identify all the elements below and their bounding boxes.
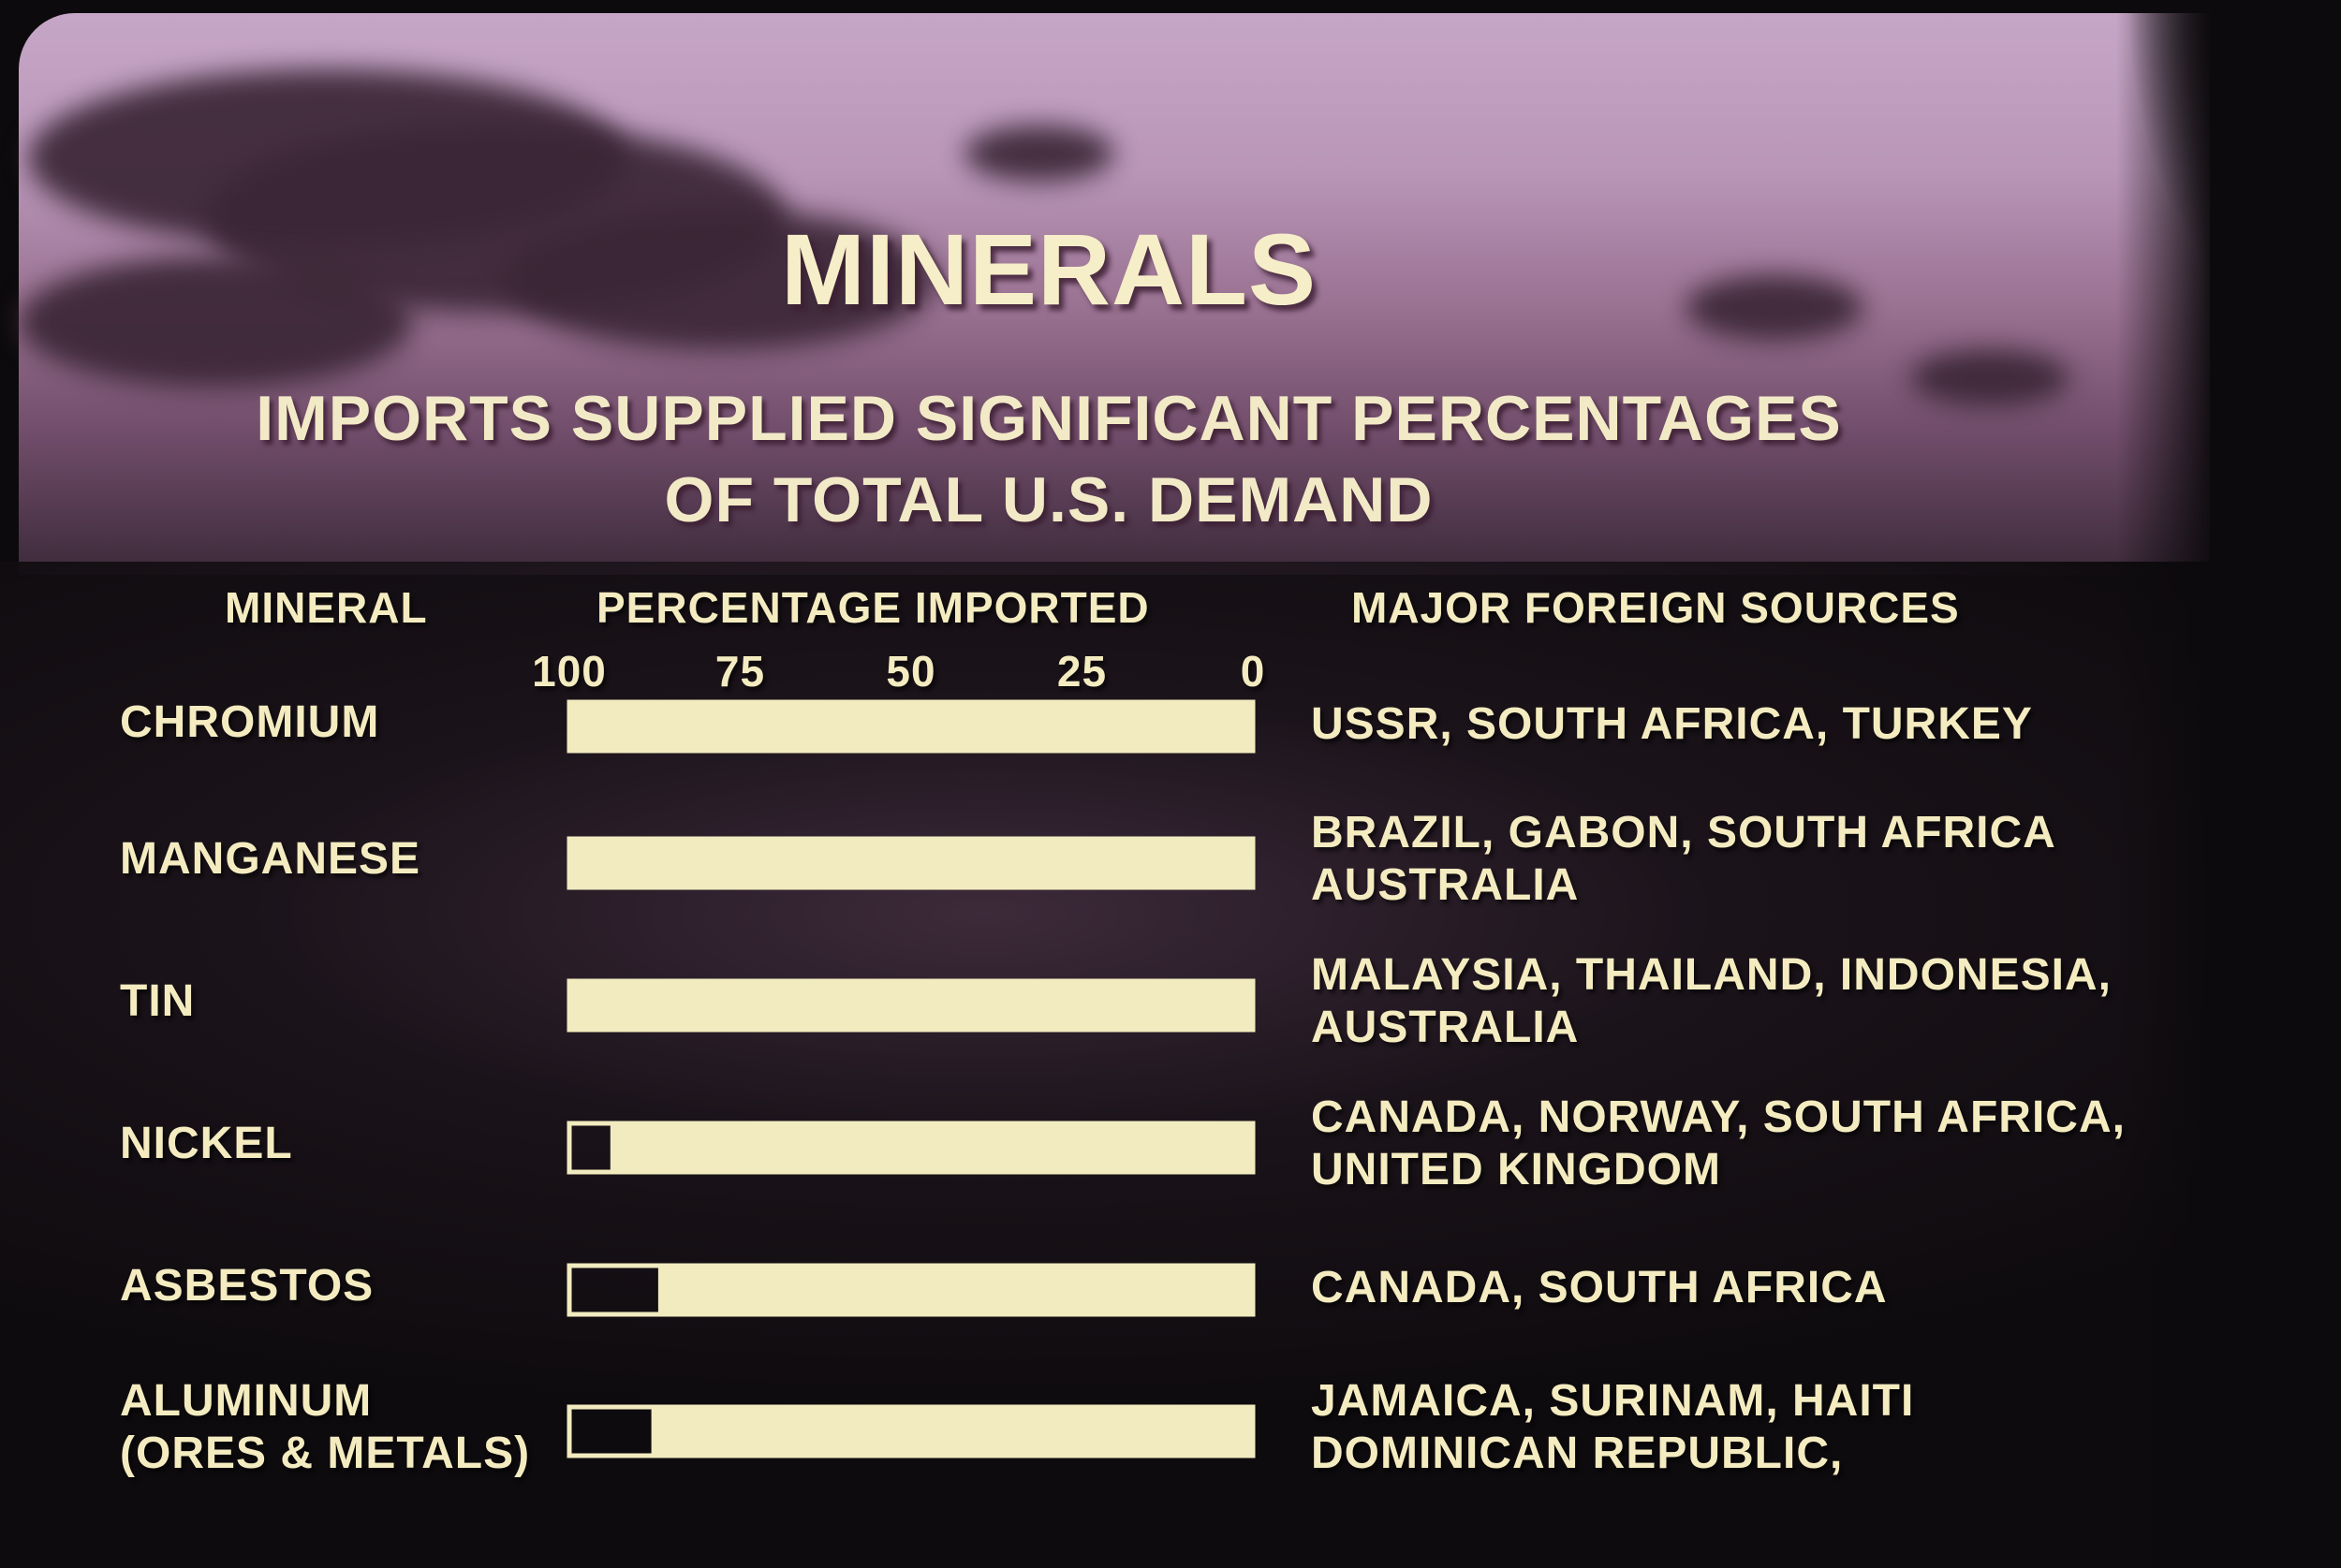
source-label: CANADA, NORWAY, SOUTH AFRICA,	[1311, 1092, 2126, 1142]
source-label: BRAZIL, GABON, SOUTH AFRICA	[1311, 808, 2056, 857]
source-label: UNITED KINGDOM	[1311, 1145, 1721, 1194]
mineral-label: NICKEL	[120, 1119, 293, 1168]
source-label: USSR, SOUTH AFRICA, TURKEY	[1311, 699, 2033, 749]
cloud	[964, 125, 1114, 182]
source-label: AUSTRALIA	[1311, 860, 1580, 910]
mineral-label: MANGANESE	[120, 834, 421, 884]
chart-subtitle-line-1: IMPORTS SUPPLIED SIGNIFICANT PERCENTAGES	[256, 383, 1842, 454]
mineral-label: (ORES & METALS)	[120, 1429, 531, 1478]
x-tick-label: 100	[532, 647, 607, 696]
x-tick-label: 25	[1056, 647, 1108, 696]
bar	[569, 702, 1253, 751]
mineral-label: TIN	[120, 976, 196, 1026]
frame-shadow	[1985, 0, 2341, 487]
sources-column-header: MAJOR FOREIGN SOURCES	[1351, 583, 1960, 632]
bar	[569, 981, 1253, 1030]
source-label: AUSTRALIA	[1311, 1003, 1580, 1052]
source-label: CANADA, SOUTH AFRICA	[1311, 1263, 1888, 1312]
chart-title: MINERALS	[781, 212, 1317, 326]
x-tick-label: 50	[886, 647, 936, 696]
bar	[569, 839, 1253, 887]
source-label: MALAYSIA, THAILAND, INDONESIA,	[1311, 950, 2112, 1000]
x-tick-label: 75	[714, 647, 766, 696]
mineral-label: ALUMINUM	[120, 1376, 373, 1426]
cloud	[19, 256, 412, 388]
cloud	[1686, 275, 1863, 341]
percentage-column-header: PERCENTAGE IMPORTED	[596, 583, 1150, 632]
chart-subtitle-line-2: OF TOTAL U.S. DEMAND	[664, 464, 1434, 535]
bar	[651, 1407, 1253, 1456]
bar	[657, 1266, 1253, 1314]
mineral-label: CHROMIUM	[120, 697, 380, 747]
x-tick-label: 0	[1240, 647, 1266, 696]
cloud	[506, 210, 936, 350]
source-label: DOMINICAN REPUBLIC,	[1311, 1429, 1844, 1478]
source-label: JAMAICA, SURINAM, HAITI	[1311, 1376, 1915, 1426]
mineral-label: ASBESTOS	[120, 1261, 375, 1311]
mineral-column-header: MINERAL	[225, 583, 428, 632]
bar	[610, 1123, 1253, 1172]
